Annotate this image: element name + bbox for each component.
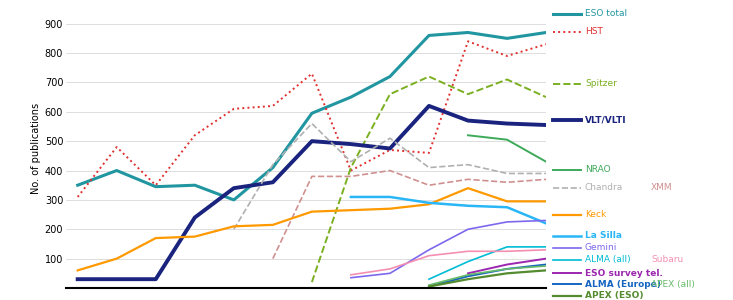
Text: APEX (ESO): APEX (ESO) xyxy=(585,291,644,300)
Text: NRAO: NRAO xyxy=(585,165,611,174)
Text: Spitzer: Spitzer xyxy=(585,80,616,88)
Text: La Silla: La Silla xyxy=(585,231,622,240)
Text: APEX (all): APEX (all) xyxy=(651,280,695,289)
Text: Keck: Keck xyxy=(585,210,606,219)
Text: HST: HST xyxy=(585,27,603,36)
Text: ALMA (all): ALMA (all) xyxy=(585,255,630,264)
Text: ESO survey tel.: ESO survey tel. xyxy=(585,268,663,278)
Text: Subaru: Subaru xyxy=(651,255,683,264)
Text: XMM: XMM xyxy=(651,183,673,192)
Y-axis label: No. of publications: No. of publications xyxy=(31,103,40,194)
Text: Gemini: Gemini xyxy=(585,243,617,252)
Text: ALMA (Europe): ALMA (Europe) xyxy=(585,280,661,289)
Text: ESO total: ESO total xyxy=(585,9,627,18)
Text: VLT/VLTI: VLT/VLTI xyxy=(585,116,627,124)
Text: Chandra: Chandra xyxy=(585,183,623,192)
